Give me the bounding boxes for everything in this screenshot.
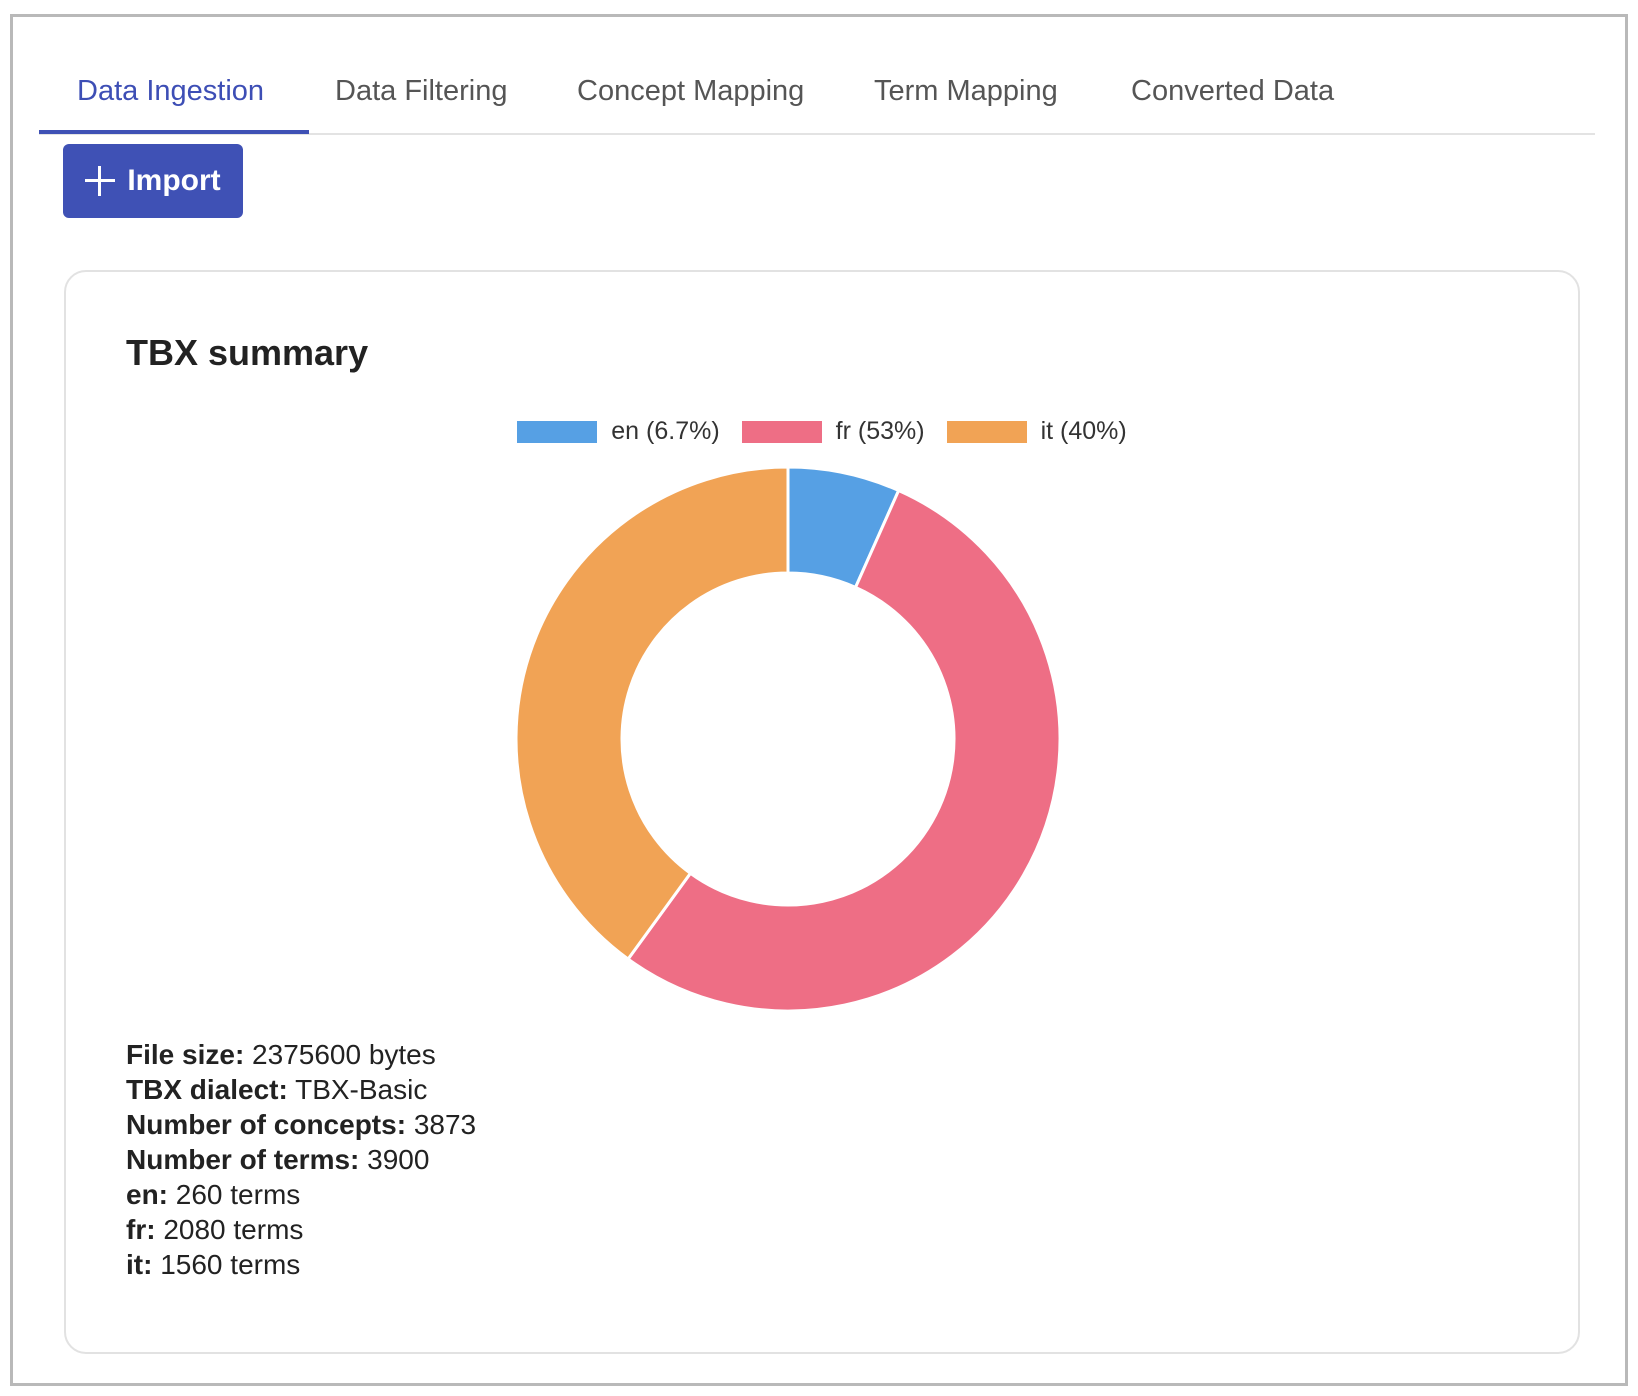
stat-key: it: <box>126 1249 153 1280</box>
stat-number-of-concepts: Number of concepts: 3873 <box>126 1107 476 1142</box>
stat-en-terms: en: 260 terms <box>126 1177 476 1212</box>
legend-item-it[interactable]: it (40%) <box>946 417 1127 446</box>
legend-label-fr: fr (53%) <box>835 417 925 445</box>
stat-value: TBX-Basic <box>295 1074 428 1105</box>
app-frame: Data Ingestion Data Filtering Concept Ma… <box>10 14 1628 1386</box>
legend-swatch-en <box>517 420 598 443</box>
stat-key: Number of terms: <box>126 1144 360 1175</box>
plus-icon <box>85 166 116 196</box>
stat-it-terms: it: 1560 terms <box>126 1247 476 1282</box>
donut-slice-it[interactable] <box>514 465 790 962</box>
legend-swatch-fr <box>741 420 822 443</box>
legend-swatch-it <box>946 420 1027 443</box>
stat-value: 1560 terms <box>160 1249 301 1280</box>
tbx-stats: File size: 2375600 bytes TBX dialect: TB… <box>126 1037 476 1282</box>
legend-item-en[interactable]: en (6.7%) <box>517 417 720 446</box>
stat-key: TBX dialect: <box>126 1074 288 1105</box>
stat-value: 2080 terms <box>163 1214 304 1245</box>
legend-label-en: en (6.7%) <box>611 417 720 445</box>
legend-item-fr[interactable]: fr (53%) <box>741 417 925 446</box>
tbx-summary-card: TBX summary en (6.7%) fr (53%) it (40%) … <box>64 270 1580 1354</box>
active-tab-indicator <box>39 130 309 134</box>
import-button[interactable]: Import <box>63 144 243 218</box>
language-donut-chart <box>514 465 1062 1013</box>
tab-data-filtering[interactable]: Data Filtering <box>335 75 508 107</box>
stat-key: File size: <box>126 1039 245 1070</box>
stat-key: fr: <box>126 1214 156 1245</box>
tab-concept-mapping[interactable]: Concept Mapping <box>577 75 805 107</box>
stat-key: en: <box>126 1179 168 1210</box>
tab-bar: Data Ingestion Data Filtering Concept Ma… <box>39 47 1595 135</box>
stat-value: 3873 <box>413 1109 477 1140</box>
stat-value: 2375600 bytes <box>252 1039 436 1070</box>
legend-label-it: it (40%) <box>1040 417 1127 445</box>
donut-slice-fr[interactable] <box>626 488 1062 1013</box>
stat-tbx-dialect: TBX dialect: TBX-Basic <box>126 1072 476 1107</box>
stat-fr-terms: fr: 2080 terms <box>126 1212 476 1247</box>
import-button-label: Import <box>127 164 221 197</box>
stat-key: Number of concepts: <box>126 1109 407 1140</box>
stat-number-of-terms: Number of terms: 3900 <box>126 1142 476 1177</box>
tab-term-mapping[interactable]: Term Mapping <box>874 75 1058 107</box>
tab-data-ingestion[interactable]: Data Ingestion <box>77 75 265 107</box>
stat-value: 260 terms <box>175 1179 301 1210</box>
chart-legend: en (6.7%) fr (53%) it (40%) <box>66 417 1578 446</box>
stat-file-size: File size: 2375600 bytes <box>126 1037 476 1072</box>
stat-value: 3900 <box>367 1144 430 1175</box>
card-title: TBX summary <box>126 332 369 373</box>
tab-converted-data[interactable]: Converted Data <box>1131 75 1335 107</box>
